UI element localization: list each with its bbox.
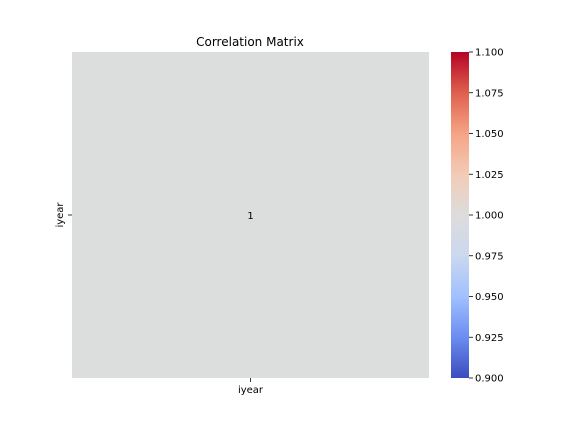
colorbar-tick-label: 1.050 xyxy=(475,129,504,140)
colorbar-ticks: 0.900 0.925 0.950 0.975 1.000 1.025 1.050 1.075… xyxy=(469,48,504,385)
colorbar-tick-label: 1.000 xyxy=(475,211,504,222)
x-tick-label: iyear xyxy=(238,385,264,396)
colorbar-tick-label: 0.975 xyxy=(475,251,504,262)
chart-title: Correlation Matrix xyxy=(196,35,304,49)
colorbar: 0.900 0.925 0.950 0.975 1.000 1.025 1.050 1.075… xyxy=(451,48,504,385)
colorbar-tick-label: 1.075 xyxy=(475,88,504,99)
colorbar-tick-label: 1.025 xyxy=(475,170,504,181)
y-axis: iyear xyxy=(55,202,72,228)
colorbar-tick-label: 0.925 xyxy=(475,333,504,344)
colorbar-gradient xyxy=(451,52,469,378)
colorbar-tick-label: 1.100 xyxy=(475,48,504,59)
colorbar-tick-label: 0.900 xyxy=(475,374,504,385)
y-tick-label: iyear xyxy=(55,202,66,228)
heatmap-cell xyxy=(72,52,429,378)
colorbar-tick-label: 0.950 xyxy=(475,292,504,303)
heatmap-cells: 1 xyxy=(72,52,429,378)
x-axis: iyear xyxy=(238,378,264,396)
cell-annotation: 1 xyxy=(247,211,253,222)
